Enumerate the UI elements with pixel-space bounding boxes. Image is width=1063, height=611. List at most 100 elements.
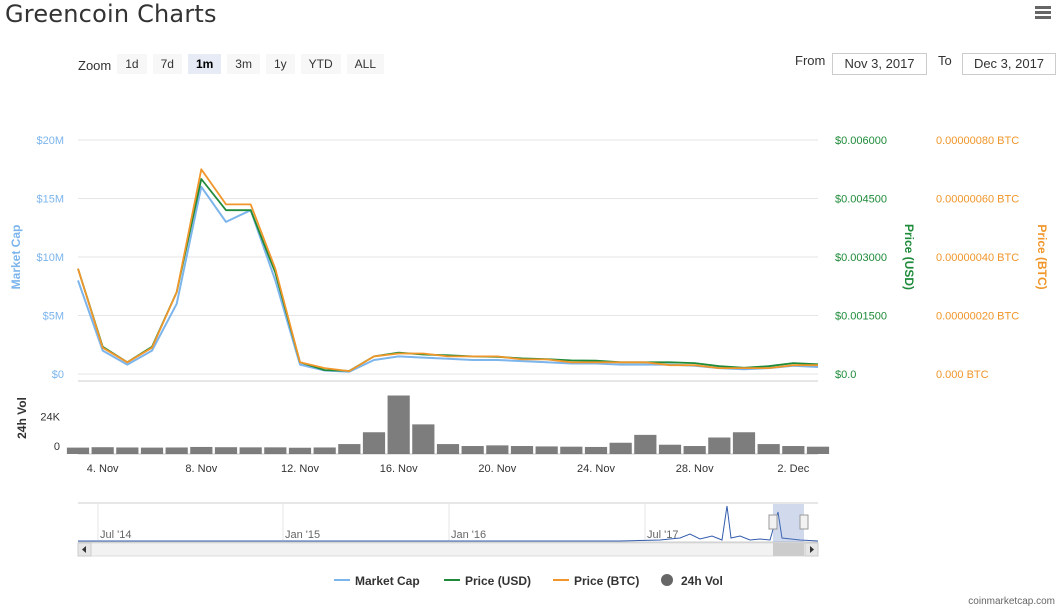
volume-bar [66, 447, 90, 454]
volume-bar [362, 432, 386, 454]
volume-bar [91, 447, 114, 454]
volume-bar [782, 446, 805, 454]
vol-tick-label: 0 [54, 441, 60, 453]
y-axis-title: Market Cap [9, 225, 23, 290]
volume-bar [116, 447, 139, 454]
y-tick-label: 0.00000040 BTC [936, 252, 1019, 264]
x-tick-label: 24. Nov [577, 463, 615, 475]
series-line [77, 178, 819, 372]
volume-bar [165, 447, 188, 454]
legend-item[interactable]: Price (USD) [465, 574, 531, 588]
volume-bar [510, 446, 534, 454]
market-cap-axis: $0 $5M $10M $15M $20M Market Cap [9, 135, 64, 381]
volume-bar [584, 446, 608, 454]
y-tick-label: $0.0 [835, 369, 856, 381]
y-tick-label: $5M [43, 311, 64, 323]
price-usd-axis: $0.0 $0.001500 $0.003000 $0.004500 $0.006000… [835, 135, 916, 381]
volume-bar [806, 446, 830, 454]
volume-bar [338, 444, 361, 454]
navigator-handle[interactable] [799, 514, 809, 530]
grid-lines [78, 139, 818, 455]
scrollbar-thumb[interactable] [773, 543, 804, 556]
x-tick-label: 20. Nov [478, 463, 516, 475]
volume-bar [708, 437, 731, 454]
volume-bar [461, 446, 484, 454]
volume-bar [658, 444, 682, 454]
volume-bar [436, 444, 460, 454]
zoom-1y-button[interactable]: 1y [265, 54, 295, 74]
legend: Market Cap Price (USD) Price (BTC) 24h Vol [334, 574, 723, 588]
volume-bar [560, 446, 583, 454]
navigator-handle[interactable] [768, 514, 778, 530]
from-label: From [795, 53, 826, 68]
y-axis-title: Price (USD) [902, 224, 916, 290]
volume-bar [412, 424, 435, 454]
y-tick-label: $0.003000 [835, 252, 887, 264]
volume-bar [634, 434, 657, 454]
zoom-ytd-button[interactable]: YTD [300, 54, 341, 74]
scrollbar-track[interactable] [77, 542, 819, 557]
arrow-right-icon [810, 546, 814, 553]
to-label: To [938, 53, 952, 68]
y-tick-label: $0.006000 [835, 135, 887, 147]
legend-item[interactable]: 24h Vol [681, 574, 723, 588]
y-tick-label: 0.00000080 BTC [936, 135, 1019, 147]
volume-bar [313, 447, 336, 454]
volume-bars [66, 395, 830, 454]
y-tick-label: $0 [52, 369, 64, 381]
zoom-bar: Zoom 1d 7d 1m 3m 1y YTD ALL [78, 54, 390, 74]
legend-item[interactable]: Price (BTC) [574, 574, 639, 588]
y-tick-label: $20M [36, 135, 64, 147]
x-tick-label: 28. Nov [676, 463, 714, 475]
navigator-tick-label: Jan '15 [285, 529, 320, 541]
volume-bar [214, 447, 238, 454]
y-tick-label: $0.004500 [835, 194, 887, 206]
volume-bar [288, 447, 312, 454]
volume-bar [190, 446, 213, 454]
navigator-series [78, 505, 819, 542]
x-tick-label: 2. Dec [777, 463, 809, 475]
zoom-all-button[interactable]: ALL [346, 54, 385, 74]
navigator: Jul '14 Jan '15 Jan '16 Jul '17 [77, 502, 819, 557]
y-tick-label: $15M [36, 194, 64, 206]
to-date-input[interactable]: Dec 3, 2017 [962, 53, 1056, 75]
zoom-1d-button[interactable]: 1d [117, 54, 147, 74]
navigator-tick-label: Jul '17 [647, 529, 678, 541]
price-lines [77, 168, 819, 373]
price-btc-axis: 0.000 BTC 0.00000020 BTC 0.00000040 BTC 0.0… [936, 135, 1049, 381]
navigator-selection [773, 504, 804, 542]
volume-bar [486, 445, 509, 454]
hamburger-menu-icon[interactable] [1035, 6, 1051, 20]
x-axis: 4. Nov 8. Nov 12. Nov 16. Nov 20. Nov 24. Nov… [87, 463, 810, 475]
y-tick-label: 0.00000020 BTC [936, 311, 1019, 323]
zoom-3m-button[interactable]: 3m [227, 54, 260, 74]
volume-bar [683, 446, 706, 454]
y-tick-label: $0.001500 [835, 311, 887, 323]
x-tick-label: 4. Nov [87, 463, 119, 475]
credit-text: coinmarketcap.com [968, 596, 1055, 607]
legend-item[interactable]: Market Cap [355, 574, 420, 588]
volume-bar [732, 432, 756, 454]
vol-tick-label: 24K [40, 412, 60, 424]
y-tick-label: $10M [36, 252, 64, 264]
vol-axis-title: 24h Vol [15, 397, 29, 439]
x-tick-label: 8. Nov [185, 463, 217, 475]
navigator-tick-label: Jul '14 [100, 529, 131, 541]
volume-bar [387, 395, 410, 454]
y-tick-label: 0.000 BTC [936, 369, 989, 381]
volume-bar [239, 447, 262, 454]
volume-bar [535, 446, 558, 454]
volume-axis: 0 24K 24h Vol [15, 397, 61, 453]
x-tick-label: 16. Nov [380, 463, 418, 475]
arrow-left-icon [82, 546, 86, 553]
zoom-7d-button[interactable]: 7d [152, 54, 182, 74]
series-line [77, 185, 819, 373]
zoom-1m-button[interactable]: 1m [187, 54, 222, 74]
from-date-input[interactable]: Nov 3, 2017 [832, 53, 927, 75]
volume-bar [757, 444, 780, 454]
page-title: Greencoin Charts [5, 0, 217, 28]
x-tick-label: 12. Nov [281, 463, 319, 475]
volume-bar [609, 442, 632, 454]
zoom-label: Zoom [78, 57, 112, 73]
